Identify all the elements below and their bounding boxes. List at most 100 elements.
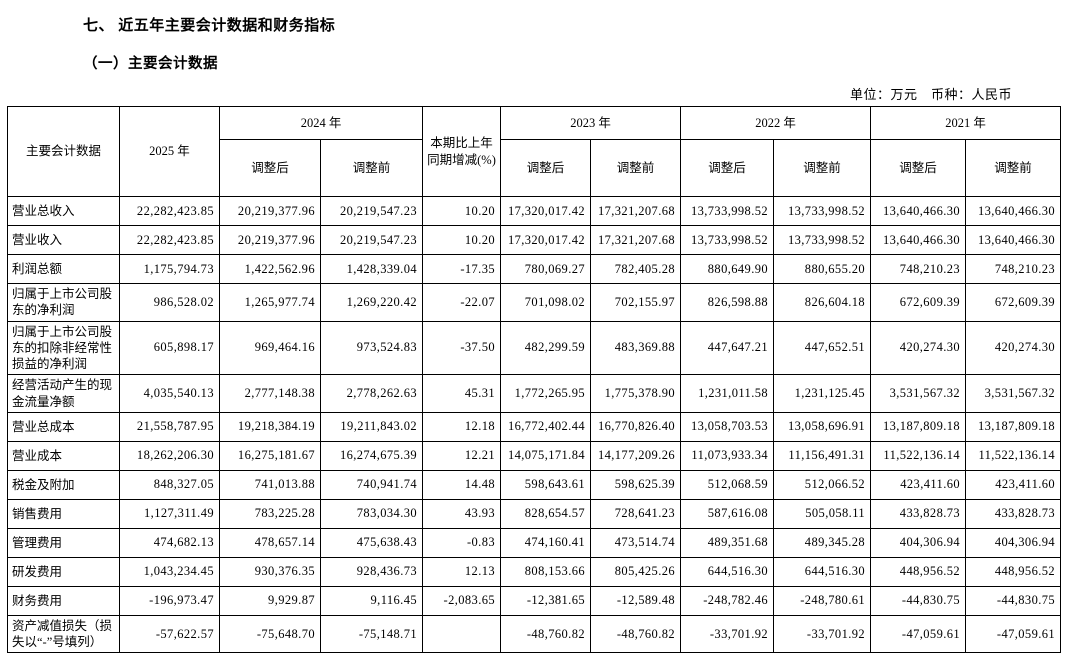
col-header-2024-adjusted-after: 调整后 — [219, 139, 321, 197]
value-cell: 644,516.30 — [773, 556, 872, 587]
value-cell: 702,155.97 — [590, 283, 682, 322]
value-cell: -75,648.70 — [219, 614, 321, 653]
value-cell: 22,282,423.85 — [119, 196, 220, 226]
value-cell: 1,175,794.73 — [119, 254, 220, 284]
value-cell: -44,830.75 — [965, 585, 1062, 616]
value-cell: 828,654.57 — [500, 498, 592, 529]
col-header-2022-adjusted-after: 调整后 — [680, 139, 775, 197]
value-cell: 20,219,547.23 — [319, 225, 424, 255]
value-cell: 17,321,207.68 — [590, 196, 682, 226]
value-cell: 644,516.30 — [680, 556, 775, 587]
value-cell: -0.83 — [422, 527, 502, 558]
value-cell: 12.18 — [422, 411, 502, 442]
value-cell: 848,327.05 — [119, 469, 220, 500]
value-cell: -75,148.71 — [319, 614, 424, 653]
value-cell: 728,641.23 — [590, 498, 682, 529]
value-cell: -57,622.57 — [119, 614, 220, 653]
value-cell: 18,262,206.30 — [119, 440, 220, 471]
value-cell: 740,941.74 — [319, 469, 424, 500]
value-cell: 21,558,787.95 — [119, 411, 220, 442]
value-cell: 478,657.14 — [219, 527, 321, 558]
value-cell: 473,514.74 — [590, 527, 682, 558]
value-cell: 13,058,696.91 — [773, 411, 872, 442]
value-cell: -48,760.82 — [500, 614, 592, 653]
value-cell: 4,035,540.13 — [119, 374, 220, 413]
value-cell: 17,320,017.42 — [500, 225, 592, 255]
value-cell: 1,231,011.58 — [680, 374, 775, 413]
value-cell: 11,522,136.14 — [965, 440, 1062, 471]
value-cell: 447,647.21 — [680, 320, 775, 376]
col-header-2021: 2021 年 — [870, 106, 1062, 140]
value-cell: 13,733,998.52 — [773, 196, 872, 226]
row-label: 销售费用 — [7, 498, 120, 529]
col-header-main: 主要会计数据 — [7, 106, 120, 197]
value-cell: 928,436.73 — [319, 556, 424, 587]
value-cell: 404,306.94 — [870, 527, 967, 558]
table-row: 资产减值损失（损失以“-”号填列） -57,622.57 -75,648.70 -75… — [7, 614, 1062, 653]
value-cell: 13,187,809.18 — [870, 411, 967, 442]
table-body: 营业总收入 22,282,423.85 20,219,377.96 20,219,54… — [7, 196, 1062, 653]
table-row: 税金及附加 848,327.05 741,013.88 740,941.74 14.48… — [7, 469, 1062, 500]
col-header-2021-adjusted-after: 调整后 — [870, 139, 967, 197]
value-cell: -37.50 — [422, 320, 502, 376]
value-cell: 808,153.66 — [500, 556, 592, 587]
value-cell: -248,782.46 — [680, 585, 775, 616]
value-cell: 598,625.39 — [590, 469, 682, 500]
value-cell: 11,156,491.31 — [773, 440, 872, 471]
unit-note: 单位：万元 币种：人民币 — [849, 87, 1012, 102]
value-cell: 13,733,998.52 — [680, 196, 775, 226]
value-cell: 880,649.90 — [680, 254, 775, 284]
value-cell: -17.35 — [422, 254, 502, 284]
value-cell: 805,425.26 — [590, 556, 682, 587]
value-cell: 13,640,466.30 — [870, 225, 967, 255]
table-row: 管理费用 474,682.13 478,657.14 475,638.43 -0.83 4… — [7, 527, 1062, 558]
value-cell: 13,640,466.30 — [965, 225, 1062, 255]
value-cell: 13,640,466.30 — [870, 196, 967, 226]
value-cell: -48,760.82 — [590, 614, 682, 653]
value-cell: 404,306.94 — [965, 527, 1062, 558]
value-cell: -196,973.47 — [119, 585, 220, 616]
value-cell: 986,528.02 — [119, 283, 220, 322]
value-cell: 11,522,136.14 — [870, 440, 967, 471]
value-cell: 1,043,234.45 — [119, 556, 220, 587]
value-cell: -12,381.65 — [500, 585, 592, 616]
col-header-2022-adjusted-before: 调整前 — [773, 139, 872, 197]
value-cell: 20,219,377.96 — [219, 225, 321, 255]
value-cell: 826,604.18 — [773, 283, 872, 322]
value-cell: 783,225.28 — [219, 498, 321, 529]
row-label: 归属于上市公司股东的净利润 — [7, 283, 120, 322]
value-cell: 474,682.13 — [119, 527, 220, 558]
value-cell: 474,160.41 — [500, 527, 592, 558]
value-cell: 14.48 — [422, 469, 502, 500]
value-cell: 880,655.20 — [773, 254, 872, 284]
value-cell: 1,422,562.96 — [219, 254, 321, 284]
value-cell: 1,775,378.90 — [590, 374, 682, 413]
value-cell: 448,956.52 — [965, 556, 1062, 587]
value-cell: 10.20 — [422, 225, 502, 255]
row-label: 税金及附加 — [7, 469, 120, 500]
value-cell: 13,733,998.52 — [773, 225, 872, 255]
value-cell: 2,778,262.63 — [319, 374, 424, 413]
col-header-2024: 2024 年 — [218, 106, 424, 140]
col-header-2023-adjusted-after: 调整后 — [500, 139, 592, 197]
value-cell: 973,524.83 — [319, 320, 424, 376]
value-cell: 12.21 — [422, 440, 502, 471]
value-cell: 826,598.88 — [680, 283, 775, 322]
value-cell: 420,274.30 — [870, 320, 967, 376]
value-cell: 19,218,384.19 — [219, 411, 321, 442]
value-cell: 14,177,209.26 — [590, 440, 682, 471]
value-cell — [422, 614, 502, 653]
row-label: 财务费用 — [7, 585, 120, 616]
value-cell: 17,321,207.68 — [590, 225, 682, 255]
value-cell: -2,083.65 — [422, 585, 502, 616]
value-cell: 748,210.23 — [965, 254, 1062, 284]
value-cell: 672,609.39 — [965, 283, 1062, 322]
col-header-2023: 2023 年 — [500, 106, 682, 140]
value-cell: 20,219,547.23 — [319, 196, 424, 226]
accounting-data-table: 主要会计数据 2025 年 2024 年 本期比上年同期增减(%) 2023 年… — [7, 106, 1062, 653]
value-cell: 1,269,220.42 — [319, 283, 424, 322]
value-cell: 12.13 — [422, 556, 502, 587]
table-row: 利润总额 1,175,794.73 1,422,562.96 1,428,339.04… — [7, 254, 1062, 284]
table-row: 销售费用 1,127,311.49 783,225.28 783,034.30 43.9… — [7, 498, 1062, 529]
